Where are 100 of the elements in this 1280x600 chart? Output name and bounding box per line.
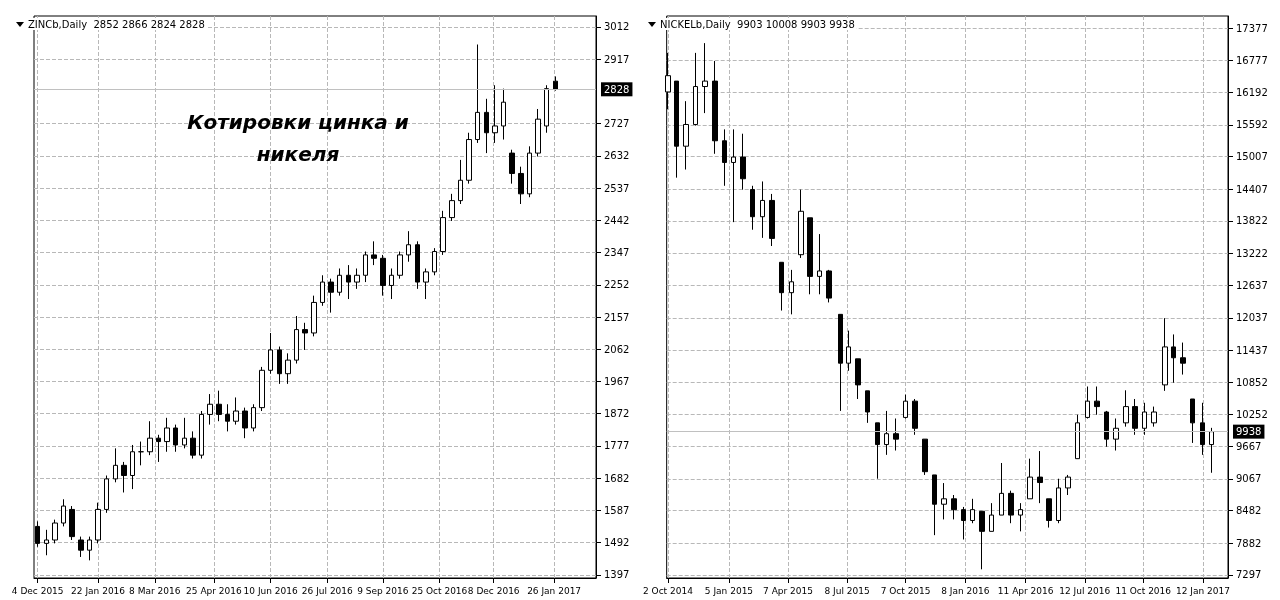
x-tick-label: 22 Jan 2016 <box>71 585 126 596</box>
candlestick <box>702 42 708 114</box>
y-tick-label: 13822 <box>1236 215 1268 227</box>
candlestick <box>941 482 947 520</box>
y-tick-label: 1777 <box>604 440 630 452</box>
candlestick <box>328 278 334 314</box>
x-tick-label: 11 Oct 2016 <box>1115 585 1172 596</box>
candlestick <box>466 132 472 185</box>
candlestick <box>779 261 784 312</box>
candlestick <box>423 267 429 300</box>
candlestick <box>1113 418 1119 452</box>
candlestick <box>712 60 718 155</box>
candlestick <box>509 149 515 185</box>
candlestick <box>740 133 746 191</box>
candlestick <box>1200 402 1205 456</box>
candlestick <box>1209 427 1214 474</box>
candlestick <box>1065 474 1071 496</box>
candlestick <box>979 510 985 570</box>
candlestick <box>320 274 325 307</box>
x-tick-label: 8 Dec 2016 <box>467 585 520 596</box>
y-tick-label: 8482 <box>1236 505 1262 517</box>
candlestick <box>78 536 84 558</box>
y-tick-label: 2537 <box>604 182 630 194</box>
candlestick <box>1027 458 1033 500</box>
candlestick <box>865 390 870 424</box>
candlestick <box>932 474 937 536</box>
x-tick-label: 2 Oct 2014 <box>643 585 694 596</box>
candlestick <box>789 269 794 315</box>
x-tick-label: 8 Jul 2015 <box>824 585 870 596</box>
candlestick <box>207 393 213 426</box>
x-tick-label: 25 Oct 2016 <box>411 585 468 596</box>
candlestick <box>484 98 489 154</box>
candlestick <box>475 44 480 144</box>
candlestick <box>1008 490 1014 524</box>
candlestick <box>458 159 463 205</box>
x-tick-label: 10 Jun 2016 <box>243 585 298 596</box>
x-tick-label: 25 Apr 2016 <box>186 585 243 596</box>
candlestick <box>674 80 679 179</box>
x-tick-label: 7 Oct 2015 <box>880 585 931 596</box>
candlestick <box>397 251 403 280</box>
y-tick-label: 17377 <box>1236 22 1268 34</box>
chart-title: NICKELb,Daily 9903 10008 9903 9938 <box>660 18 855 30</box>
y-tick-label: 12037 <box>1236 312 1268 324</box>
candlestick <box>1162 317 1168 392</box>
y-tick-label: 7882 <box>1236 537 1262 549</box>
ref-line-label: 2828 <box>604 83 630 95</box>
candlestick <box>346 264 351 300</box>
candlestick <box>121 461 127 493</box>
candlestick <box>951 494 957 520</box>
candlestick <box>683 100 689 171</box>
candlestick <box>1046 498 1052 529</box>
candlestick <box>380 254 386 297</box>
candlestick <box>432 247 437 276</box>
candlestick <box>875 422 880 480</box>
y-tick-label: 2157 <box>604 311 630 323</box>
x-tick-label: 11 Apr 2016 <box>997 585 1054 596</box>
x-tick-label: 26 Jan 2017 <box>527 585 582 596</box>
candlestick <box>1123 389 1129 428</box>
y-tick-label: 1682 <box>604 472 630 484</box>
candlestick <box>285 352 291 385</box>
candlestick <box>1171 333 1176 384</box>
candlestick <box>807 217 813 295</box>
candlestick <box>371 240 377 266</box>
x-tick-label: 12 Jul 2016 <box>1059 585 1111 596</box>
y-tick-label: 10252 <box>1236 409 1268 421</box>
candlestick <box>44 529 49 556</box>
candlestick <box>95 502 101 544</box>
ref-line-label: 9938 <box>1236 426 1262 438</box>
candlestick <box>363 251 368 283</box>
candlestick <box>164 417 170 453</box>
candlestick <box>501 88 506 141</box>
candlestick <box>760 180 765 239</box>
candlestick <box>970 498 975 524</box>
x-tick-label: 5 Jan 2015 <box>704 585 754 596</box>
candlestick <box>440 210 446 256</box>
candlestick <box>302 322 308 351</box>
candlestick <box>855 358 861 400</box>
candlestick <box>1151 406 1157 428</box>
candlestick <box>216 390 222 422</box>
candlestick <box>277 346 282 385</box>
x-tick-label: 8 Jan 2016 <box>941 585 990 596</box>
candlestick <box>147 420 153 456</box>
x-tick-label: 8 Mar 2016 <box>129 585 181 596</box>
candlestick <box>535 108 541 157</box>
candlestick <box>798 189 804 259</box>
candlestick <box>1094 386 1100 416</box>
y-tick-label: 2632 <box>604 150 630 162</box>
candlestick <box>87 536 92 561</box>
y-tick-label: 16777 <box>1236 55 1268 67</box>
candlestick <box>903 394 908 420</box>
candlestick <box>1075 414 1080 460</box>
y-tick-label: 1492 <box>604 537 630 549</box>
y-tick-label: 12637 <box>1236 279 1268 291</box>
y-tick-label: 2727 <box>604 118 630 130</box>
candlestick <box>518 166 524 205</box>
candlestick <box>999 462 1004 516</box>
candlestick <box>337 267 342 297</box>
y-tick-label: 1967 <box>604 376 630 387</box>
chart-title: ZINCb,Daily 2852 2866 2824 2828 <box>28 18 205 30</box>
candlestick <box>912 398 918 436</box>
